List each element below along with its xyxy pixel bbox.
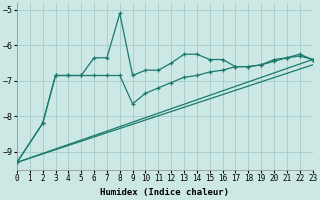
X-axis label: Humidex (Indice chaleur): Humidex (Indice chaleur) xyxy=(100,188,229,197)
